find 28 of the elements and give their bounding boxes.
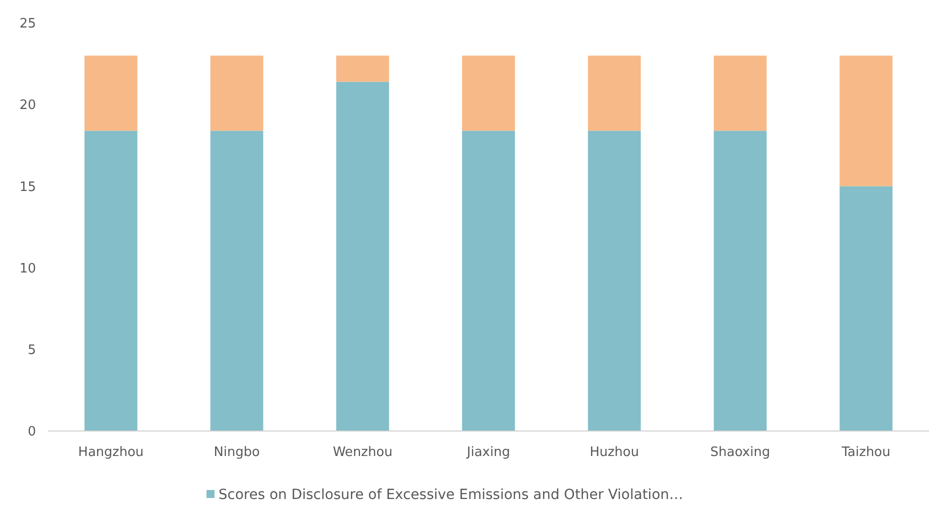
bar (840, 56, 892, 186)
bar (210, 130, 264, 431)
x-tick-label: Ningbo (214, 445, 260, 460)
bar (714, 56, 767, 131)
bar (588, 56, 641, 131)
bar (462, 56, 515, 131)
bar (714, 130, 767, 431)
y-tick-label: 10 (19, 261, 36, 276)
x-tick-label: Jiaxing (466, 445, 510, 460)
bar (84, 130, 138, 431)
x-tick-label: Wenzhou (332, 445, 392, 460)
legend-label: Scores on Disclosure of Excessive Emissions and Other Violation… (218, 487, 684, 503)
y-tick-label: 5 (28, 342, 36, 358)
bar (840, 186, 892, 431)
bar (462, 130, 515, 431)
y-tick-label: 15 (19, 180, 36, 195)
bar (336, 82, 390, 431)
y-tick-label: 0 (28, 424, 36, 440)
x-tick-label: Taizhou (840, 445, 890, 460)
x-tick-label: Shaoxing (710, 445, 770, 460)
bar (210, 56, 264, 131)
y-tick-label: 20 (19, 98, 36, 114)
bar (336, 56, 390, 82)
bar (588, 130, 641, 431)
y-tick-label: 25 (19, 16, 36, 32)
x-tick-label: Hangzhou (78, 445, 144, 460)
bar (84, 56, 138, 131)
x-tick-label: Huzhou (590, 445, 639, 460)
